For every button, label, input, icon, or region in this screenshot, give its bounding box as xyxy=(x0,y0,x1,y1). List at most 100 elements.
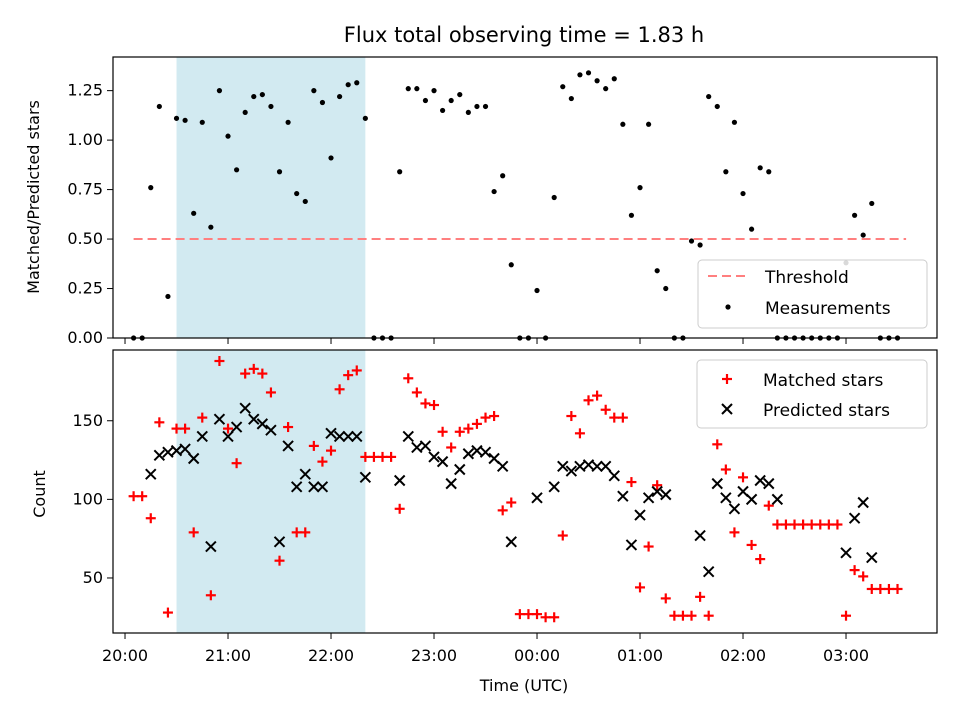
measurement-point xyxy=(354,80,360,86)
predicted-star-point xyxy=(702,565,715,578)
measurement-point xyxy=(482,103,489,110)
measurement-point xyxy=(173,115,180,121)
predicted-star-point xyxy=(419,440,432,452)
observing-interval-band xyxy=(176,57,366,338)
measurement-point xyxy=(405,86,411,92)
predicted-star-point xyxy=(299,468,311,480)
predicted-star-point xyxy=(763,477,775,490)
measurement-point xyxy=(740,190,746,197)
measurement-point xyxy=(465,109,471,116)
predicted-star-point xyxy=(557,460,569,473)
measurement-point xyxy=(568,95,574,102)
predicted-star-point xyxy=(496,460,509,473)
predicted-star-point xyxy=(428,451,440,463)
predicted-star-point xyxy=(316,481,329,493)
measurement-point xyxy=(860,232,866,238)
predicted-star-point xyxy=(848,512,861,524)
measurement-point xyxy=(491,188,497,195)
y-tick-label: 0.75 xyxy=(67,180,103,199)
predicted-star-point xyxy=(445,477,457,490)
predicted-star-point xyxy=(471,444,483,457)
predicted-star-point xyxy=(642,492,655,504)
legend-bottom: Matched stars Predicted stars xyxy=(696,359,928,429)
measurement-point xyxy=(603,86,609,92)
predicted-star-point xyxy=(479,446,492,458)
measurement-point xyxy=(577,72,583,78)
predicted-star-point xyxy=(187,452,200,465)
measurement-point xyxy=(414,86,420,92)
x-axis-label: Time (UTC) xyxy=(479,676,568,695)
measurement-point xyxy=(646,121,652,127)
predicted-star-point xyxy=(591,460,603,473)
measurement-point xyxy=(749,226,755,232)
predicted-star-point xyxy=(256,418,269,430)
predicted-star-point xyxy=(436,455,449,468)
measurement-point xyxy=(474,103,480,110)
bottom-panel: 50 100 150 20:00 21:00 22:00 23:00 00:00 01:00 02… xyxy=(72,349,938,665)
measurement-point xyxy=(663,285,669,292)
y-tick-label: 1.00 xyxy=(67,130,103,149)
predicted-star-point xyxy=(617,490,629,502)
measurement-point xyxy=(637,185,643,191)
measurement-point xyxy=(585,70,592,76)
legend-predicted-swatch xyxy=(721,403,733,415)
predicted-star-point xyxy=(359,471,372,484)
predicted-star-point xyxy=(505,536,517,548)
predicted-star-point xyxy=(222,430,234,443)
predicted-star-point xyxy=(574,460,586,473)
measurement-point xyxy=(259,91,265,98)
measurement-point xyxy=(285,119,291,125)
measurement-point xyxy=(362,115,368,121)
measurement-point xyxy=(560,84,566,90)
y-tick-label: 0.00 xyxy=(67,328,103,347)
predicted-star-point xyxy=(230,421,243,433)
predicted-star-point xyxy=(771,493,784,506)
measurement-point xyxy=(182,117,188,123)
predicted-star-point xyxy=(308,481,320,493)
legend-matched-label: Matched stars xyxy=(763,371,883,391)
predicted-star-point xyxy=(205,540,217,553)
predicted-star-point xyxy=(333,430,346,443)
measurement-point xyxy=(594,78,600,84)
predicted-star-point xyxy=(179,443,191,455)
measurement-point xyxy=(319,99,326,106)
predicted-star-point xyxy=(213,413,226,425)
x-tick-label: 03:00 xyxy=(823,646,869,665)
measurement-point xyxy=(714,103,720,110)
measurement-point xyxy=(431,88,437,94)
measurement-point xyxy=(508,262,514,268)
measurement-point xyxy=(697,242,703,248)
predicted-star-point xyxy=(531,492,543,504)
predicted-star-point xyxy=(745,493,758,506)
predicted-star-point xyxy=(342,430,354,443)
predicted-star-point xyxy=(754,474,766,487)
legend-box xyxy=(696,359,928,429)
measurement-point xyxy=(706,93,712,100)
predicted-star-point xyxy=(145,468,157,480)
measurement-point xyxy=(534,287,540,294)
predicted-star-point xyxy=(402,430,414,443)
measurement-point xyxy=(302,198,308,205)
measurement-point xyxy=(345,82,351,88)
predicted-star-point xyxy=(608,470,620,482)
legend-measurement-swatch xyxy=(725,304,731,310)
predicted-star-point xyxy=(170,444,183,457)
y-tick-label: 0.50 xyxy=(67,229,103,248)
measurement-point xyxy=(268,103,274,110)
predicted-star-point xyxy=(290,481,303,493)
predicted-star-point xyxy=(248,413,260,425)
y-tick-label: 100 xyxy=(72,489,103,508)
measurement-point xyxy=(216,88,223,94)
chart-title: Flux total observing time = 1.83 h xyxy=(344,23,704,47)
measurement-point xyxy=(688,238,695,244)
predicted-star-point xyxy=(866,551,878,564)
bottom-y-axis-label: Count xyxy=(30,470,49,518)
measurement-point xyxy=(766,169,772,175)
y-tick-label: 150 xyxy=(72,411,103,430)
legend-box xyxy=(697,259,928,329)
measurement-point xyxy=(328,155,334,161)
measurement-point xyxy=(731,119,738,125)
measurement-point xyxy=(611,76,617,82)
measurement-point xyxy=(191,210,197,216)
